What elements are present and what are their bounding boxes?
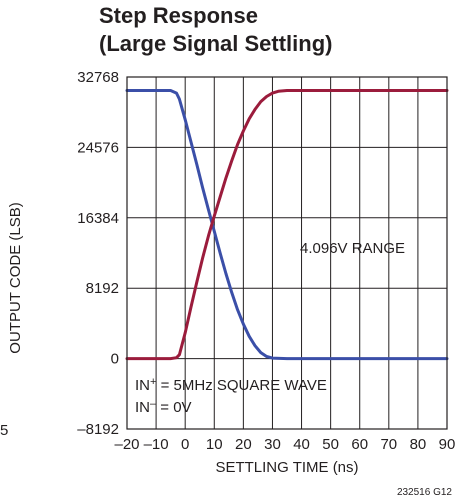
in-minus-rest: = 0V bbox=[156, 399, 191, 416]
series-line-rising bbox=[125, 89, 449, 361]
x-tick-label: 30 bbox=[264, 436, 281, 453]
x-tick-label: 80 bbox=[410, 436, 427, 453]
x-tick-label: –20 bbox=[114, 436, 139, 453]
in-minus-annotation: IN– = 0V bbox=[135, 398, 192, 416]
in-minus-prefix: IN bbox=[135, 399, 150, 416]
y-axis-label: OUTPUT CODE (LSB) bbox=[7, 202, 24, 353]
figure-id: 232516 G12 bbox=[397, 487, 452, 498]
plot-frame bbox=[126, 76, 448, 430]
y-tick-label: 16384 bbox=[77, 210, 119, 227]
y-tick-label: 0 bbox=[111, 351, 119, 368]
in-plus-rest: = 5MHz SQUARE WAVE bbox=[156, 377, 326, 394]
x-tick-label: –10 bbox=[144, 436, 169, 453]
in-plus-annotation: IN+ = 5MHz SQUARE WAVE bbox=[135, 376, 327, 394]
y-tick-labels: 32768 24576 16384 8192 0 –8192 bbox=[77, 69, 119, 438]
x-tick-label: 90 bbox=[439, 436, 456, 453]
series-group bbox=[125, 89, 449, 361]
in-plus-sup: + bbox=[150, 376, 156, 388]
series-line-falling bbox=[125, 89, 449, 361]
x-tick-labels: –20 –10 0 10 20 30 40 50 60 70 80 90 bbox=[114, 436, 455, 453]
y-tick-label: 8192 bbox=[86, 280, 119, 297]
x-tick-label: 60 bbox=[351, 436, 368, 453]
chart-title: Step Response (Large Signal Settling) bbox=[99, 2, 332, 58]
range-annotation: 4.096V RANGE bbox=[300, 240, 405, 257]
x-tick-label: 70 bbox=[380, 436, 397, 453]
chart-title-line2: (Large Signal Settling) bbox=[99, 31, 333, 56]
y-tick-label: 32768 bbox=[77, 69, 119, 86]
x-tick-label: 40 bbox=[293, 436, 310, 453]
in-minus-sup: – bbox=[150, 398, 157, 410]
x-axis-label: SETTLING TIME (ns) bbox=[215, 459, 358, 476]
x-tick-label: 20 bbox=[235, 436, 252, 453]
x-tick-label: 50 bbox=[322, 436, 339, 453]
edge-fragment: 5 bbox=[0, 422, 8, 439]
x-tick-label: 0 bbox=[181, 436, 189, 453]
y-tick-label: –8192 bbox=[77, 421, 119, 438]
x-tick-label: 10 bbox=[206, 436, 223, 453]
chart-title-line1: Step Response bbox=[99, 3, 258, 28]
y-tick-label: 24576 bbox=[77, 139, 119, 156]
in-plus-prefix: IN bbox=[135, 377, 150, 394]
